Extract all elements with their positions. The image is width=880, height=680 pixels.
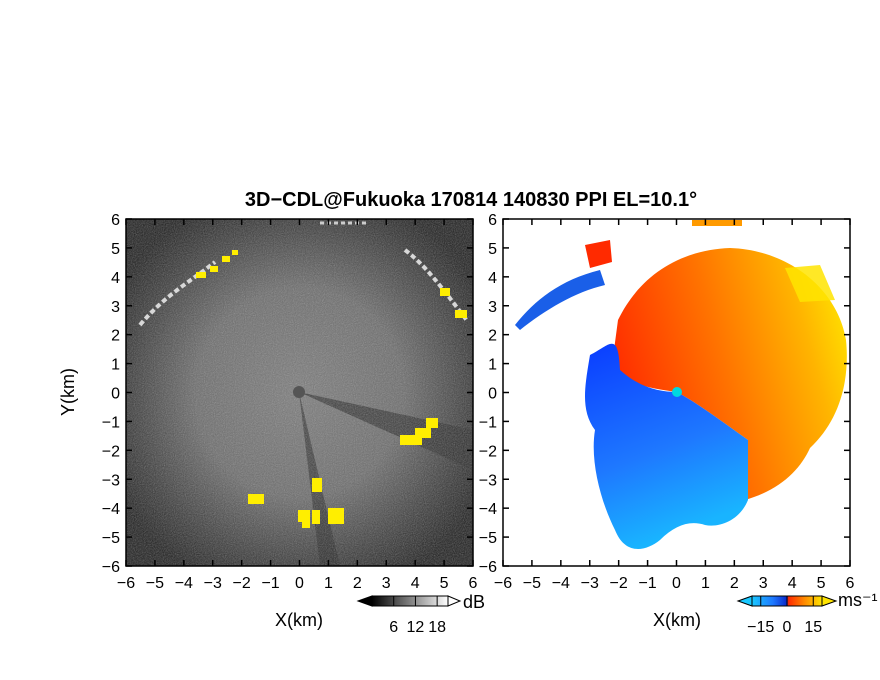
left-y-ticks: 6 5 4 3 2 1 0 −1 −2 −3 −4 −5 −6 (102, 212, 473, 576)
right-x-label: X(km) (653, 610, 701, 630)
right-y-tick-label: 0 (488, 386, 497, 403)
right-x-tick-label: −4 (552, 575, 570, 592)
right-y-tick-label: −2 (479, 443, 497, 460)
right-y-tick-label: 2 (488, 328, 497, 345)
left-x-tick-label: −3 (204, 575, 222, 592)
right-colorbar-unit: ms⁻¹ (838, 590, 878, 610)
right-colorbar-tick-label: 0 (783, 619, 792, 636)
left-y-tick-label: −2 (102, 443, 120, 460)
left-clutter-arc (138, 260, 217, 327)
right-center-marker (672, 387, 682, 397)
right-y-tick-label: 1 (488, 357, 497, 374)
left-x-tick-label: −5 (146, 575, 164, 592)
left-x-tick-label: 3 (382, 575, 391, 592)
right-y-tick-label: −5 (479, 530, 497, 547)
right-velocity-positive (612, 248, 847, 500)
right-colorbar-tick-label: 15 (804, 619, 822, 636)
right-x-tick-label: 0 (672, 575, 681, 592)
left-y-tick-label: −4 (102, 501, 120, 518)
left-colorbar-tick-label: 18 (428, 619, 446, 636)
right-x-tick-label: −2 (610, 575, 628, 592)
left-y-tick-label: 4 (111, 270, 120, 287)
right-x-tick-label: 5 (817, 575, 826, 592)
left-y-tick-label: 5 (111, 241, 120, 258)
left-x-tick-label: −1 (261, 575, 279, 592)
right-panel: −6 −5 −4 −3 −2 −1 0 1 2 3 4 5 6 6 5 4 3 2 1 0 −1 −2 −3 −4 −5−6 … (479, 212, 855, 630)
figure-title: 3D−CDL@Fukuoka 170814 140830 PPI EL=10.1… (245, 189, 697, 211)
right-x-tick-label: −6 (494, 575, 512, 592)
left-x-tick-label: 5 (440, 575, 449, 592)
left-x-tick-label: 6 (469, 575, 478, 592)
right-y-tick-label: 5 (488, 241, 497, 258)
left-y-tick-label: −1 (102, 414, 120, 431)
left-y-label: Y(km) (58, 368, 78, 416)
right-velocity-negative (585, 343, 748, 550)
left-yellow-highlights (196, 250, 467, 528)
right-x-tick-label: 6 (846, 575, 855, 592)
right-x-tick-label: 1 (701, 575, 710, 592)
left-y-tick-label: 0 (111, 386, 120, 403)
left-x-tick-label: −2 (233, 575, 251, 592)
right-x-tick-label: 4 (788, 575, 797, 592)
left-x-tick-label: 2 (353, 575, 362, 592)
right-y-tick-label: 4 (488, 270, 497, 287)
left-y-tick-label: −6 (102, 559, 120, 576)
right-y-tick-label: −4 (479, 501, 497, 518)
left-x-tick-label: 1 (324, 575, 333, 592)
right-y-ticks: 6 5 4 3 2 1 0 −1 −2 −3 −4 −5 −6 (479, 212, 850, 576)
left-center-marker (293, 386, 305, 398)
right-y-tick-label: −1 (479, 414, 497, 431)
right-x-tick-label: 2 (730, 575, 739, 592)
left-colorbar-tick-label: 6 (389, 619, 398, 636)
left-x-label: X(km) (275, 610, 323, 630)
right-colorbar-ticks: −15 0 15 (747, 596, 822, 636)
right-y-tick-label: −3 (479, 472, 497, 489)
left-colorbar: 6 12 18 dB (356, 592, 485, 636)
left-x-tick-label: 4 (411, 575, 420, 592)
left-panel: −6 −5 −4 −3 −2 −1 0 1 2 3 4 5 6 6 5 4 3 2 1 0 −1 −2 −3 −4 −5−6 … (58, 212, 478, 630)
right-x-tick-label: −5 (523, 575, 541, 592)
right-x-ticks: −6 −5 −4 −3 −2 −1 0 1 2 3 4 5 6 (494, 219, 855, 592)
left-y-tick-label: 2 (111, 328, 120, 345)
right-x-tick-label: 3 (759, 575, 768, 592)
right-colorbar-tick-label: −15 (747, 619, 774, 636)
left-colorbar-ticks: 6 12 18 (389, 596, 446, 636)
right-y-tick-label: 6 (488, 212, 497, 229)
left-x-tick-label: −4 (175, 575, 193, 592)
left-y-tick-label: −3 (102, 472, 120, 489)
left-colorbar-tick-label: 12 (407, 619, 425, 636)
left-y-tick-label: 1 (111, 357, 120, 374)
left-x-tick-label: −6 (117, 575, 135, 592)
left-colorbar-unit: dB (463, 592, 485, 612)
right-velocity-neg-branch (515, 270, 605, 330)
right-x-tick-label: −3 (581, 575, 599, 592)
left-y-tick-label: 3 (111, 299, 120, 316)
right-colorbar: −15 0 15 ms⁻¹ (736, 590, 878, 636)
right-y-tick-label: 3 (488, 299, 497, 316)
left-y-tick-label: −5 (102, 530, 120, 547)
left-y-tick-label: 6 (111, 212, 120, 229)
left-x-ticks: −6 −5 −4 −3 −2 −1 0 1 2 3 4 5 6 (117, 219, 478, 592)
left-x-tick-label: 0 (295, 575, 304, 592)
right-x-tick-label: −1 (638, 575, 656, 592)
right-y-tick-label: −6 (479, 559, 497, 576)
